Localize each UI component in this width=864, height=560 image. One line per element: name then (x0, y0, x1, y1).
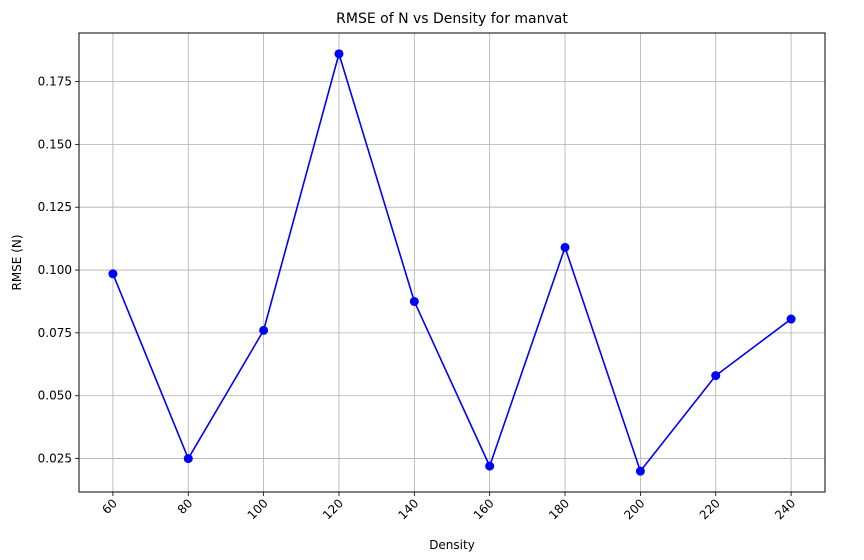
data-point (786, 314, 796, 324)
y-tick-label: 0.075 (38, 326, 72, 340)
chart-title: RMSE of N vs Density for manvat (336, 11, 568, 27)
y-tick-label: 0.125 (38, 200, 72, 214)
data-point (183, 454, 193, 464)
y-tick-label: 0.050 (38, 389, 72, 403)
series (108, 49, 796, 476)
data-point (635, 466, 645, 476)
plot-frame (78, 32, 826, 493)
data-point (711, 371, 721, 381)
data-point (108, 269, 118, 279)
y-tick-label: 0.175 (38, 75, 72, 89)
data-point (259, 325, 269, 335)
x-axis-label: Density (429, 538, 475, 552)
series-line (112, 53, 792, 472)
y-tick-label: 0.150 (38, 137, 72, 151)
data-point (560, 242, 570, 252)
data-point (409, 296, 419, 306)
y-tick-label: 0.100 (38, 263, 72, 277)
y-tick-label: 0.025 (38, 452, 72, 466)
data-point (334, 49, 344, 59)
y-axis-label: RMSE (N) (10, 234, 24, 290)
grid (79, 33, 825, 492)
data-point (485, 461, 495, 471)
